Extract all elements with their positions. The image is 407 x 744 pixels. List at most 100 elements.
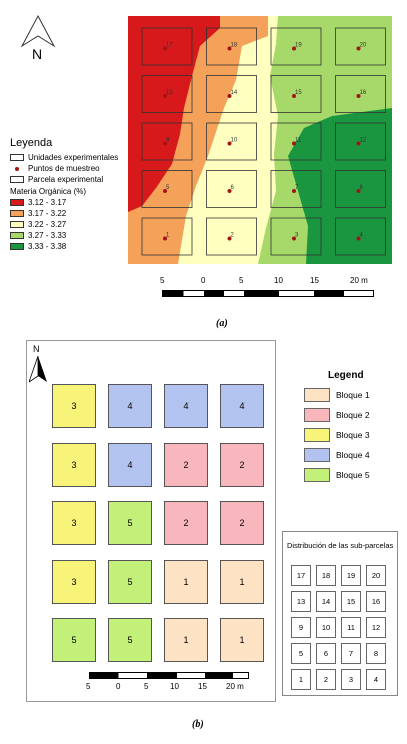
experimental-unit — [141, 217, 193, 256]
block-cell: 2 — [220, 442, 264, 487]
sub-parcel-cell: 14 — [316, 591, 336, 612]
experimental-unit — [270, 122, 322, 161]
legend-item: Bloque 2 — [304, 405, 402, 425]
distribution-box: Distribución de las sub-parcelas 17 18 19 2… — [282, 531, 398, 696]
sub-parcel-cell: 17 — [291, 565, 311, 586]
legend-label: Bloque 5 — [336, 470, 370, 480]
ramp-label: 3.12 - 3.17 — [28, 198, 67, 207]
ramp-label: 3.22 - 3.27 — [28, 220, 67, 229]
legend-b: Legend Bloque 1 Bloque 2 Bloque 3 Bloque 4 B… — [292, 370, 402, 485]
sub-parcel-cell: 3 — [341, 669, 361, 690]
block-cell: 1 — [220, 559, 264, 604]
plot-number: 5 — [166, 185, 170, 191]
sample-point — [163, 189, 167, 193]
experimental-unit — [141, 122, 193, 161]
scale-label: 0 — [201, 276, 206, 285]
legend-swatch — [304, 448, 330, 462]
sample-point — [356, 46, 361, 51]
scale-label: 20 m — [350, 276, 368, 285]
block-cell: 4 — [164, 384, 208, 428]
plot-number: 6 — [231, 185, 235, 191]
scale-label: 20 m — [226, 682, 244, 691]
plot-number: 16 — [360, 90, 367, 96]
sub-parcel-cell: 19 — [341, 565, 361, 586]
experimental-unit — [335, 217, 386, 256]
plot-number: 7 — [295, 185, 299, 191]
scale-bar-graphic — [162, 290, 374, 297]
plot-number: 12 — [360, 138, 367, 144]
block-cell: 1 — [164, 559, 208, 604]
legend-a: Leyenda Unidades experimentales Puntos d… — [10, 137, 130, 252]
ramp-swatch — [10, 199, 24, 206]
sample-point — [292, 46, 296, 51]
sample-point — [163, 46, 167, 51]
legend-swatch — [304, 468, 330, 482]
legend-item-units: Unidades experimentales — [10, 152, 130, 163]
legend-item-points: Puntos de muestreo — [10, 163, 130, 174]
sub-parcel-cell: 12 — [366, 617, 386, 638]
parcel-swatch — [10, 176, 24, 183]
ramp-class: 3.27 - 3.33 — [10, 230, 130, 241]
legend-label: Bloque 3 — [336, 430, 370, 440]
scale-bar-b: 5 0 5 10 15 20 m — [86, 672, 266, 700]
legend-item: Bloque 5 — [304, 465, 402, 485]
north-label: N — [33, 344, 40, 354]
plot-number: 14 — [231, 90, 238, 96]
block-cell: 3 — [52, 559, 96, 604]
experimental-unit — [270, 170, 322, 208]
sub-parcel-cell: 5 — [291, 643, 311, 664]
sample-point — [227, 236, 232, 241]
block-cell: 4 — [108, 384, 152, 428]
legend-swatch — [304, 408, 330, 422]
experimental-unit — [335, 75, 386, 113]
experimental-unit — [206, 75, 257, 113]
sub-parcel-cell: 20 — [366, 565, 386, 586]
experimental-unit — [141, 170, 193, 208]
sample-point — [292, 236, 296, 241]
block-cell: 3 — [52, 501, 96, 545]
sample-point — [356, 141, 361, 146]
scale-label: 10 — [274, 276, 283, 285]
experimental-unit — [270, 75, 322, 113]
plot-number: 1 — [166, 233, 170, 239]
legend-label: Puntos de muestreo — [28, 164, 100, 173]
block-cell: 4 — [220, 384, 264, 428]
experimental-unit — [206, 122, 257, 161]
ramp-class: 3.22 - 3.27 — [10, 219, 130, 230]
north-arrow-b: N — [29, 344, 47, 388]
sub-parcel-cell: 15 — [341, 591, 361, 612]
panel-b-frame — [26, 340, 276, 702]
plot-number: 3 — [295, 233, 299, 239]
experimental-unit — [141, 27, 193, 66]
ramp-label: 3.33 - 3.38 — [28, 242, 67, 251]
sub-parcel-cell: 4 — [366, 669, 386, 690]
ramp-label: 3.17 - 3.22 — [28, 209, 67, 218]
plot-number: 9 — [166, 138, 170, 144]
units-swatch — [10, 154, 24, 161]
scale-label: 0 — [116, 682, 121, 691]
scale-label: 5 — [144, 682, 149, 691]
legend-swatch — [304, 388, 330, 402]
sample-point — [292, 141, 296, 146]
scale-label: 15 — [198, 682, 207, 691]
experimental-unit — [206, 170, 257, 208]
legend-title: Leyenda — [10, 137, 53, 149]
plot-number: 20 — [360, 43, 367, 49]
experimental-unit — [206, 27, 257, 66]
block-cell: 5 — [108, 559, 152, 604]
sub-parcel-cell: 10 — [316, 617, 336, 638]
block-cell: 5 — [108, 501, 152, 545]
plot-number: 13 — [166, 90, 173, 96]
experimental-unit — [335, 170, 386, 208]
experimental-unit — [335, 122, 386, 161]
experimental-unit — [270, 217, 322, 256]
sub-parcel-cell: 11 — [341, 617, 361, 638]
scale-label: 5 — [160, 276, 165, 285]
block-cell: 2 — [220, 501, 264, 545]
scale-label: 15 — [310, 276, 319, 285]
block-cell: 5 — [52, 618, 96, 662]
legend-label: Bloque 2 — [336, 410, 370, 420]
scale-label: 10 — [170, 682, 179, 691]
sub-parcel-cell: 2 — [316, 669, 336, 690]
block-cell: 5 — [108, 618, 152, 662]
